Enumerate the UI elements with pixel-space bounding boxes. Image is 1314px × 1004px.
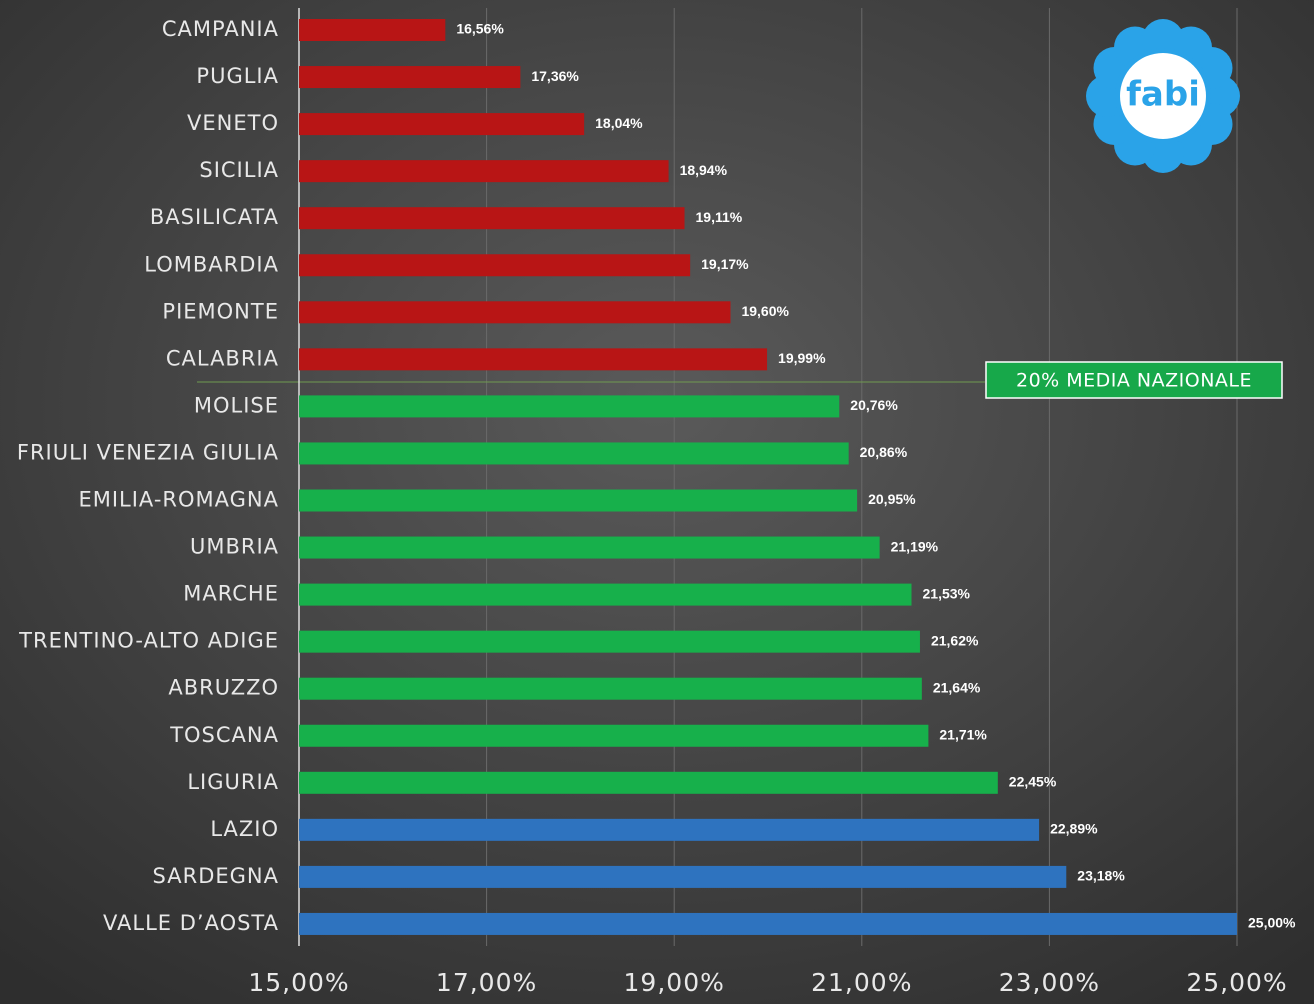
value-label: 25,00% [1248,915,1296,931]
y-tick-label: FRIULI VENEZIA GIULIA [17,440,279,464]
bar [299,301,731,324]
bar [299,677,922,700]
bar [299,207,685,230]
value-label: 21,71% [939,726,987,742]
bar [299,724,929,747]
x-tick-label: 25,00% [1186,968,1287,997]
bar [299,912,1237,935]
value-label: 20,95% [868,491,916,507]
bar [299,536,880,559]
value-label: 19,99% [778,350,826,366]
logo-disc [1120,53,1206,139]
bar [299,19,446,41]
annotation-box [985,361,1283,399]
y-tick-label: PUGLIA [196,64,279,88]
y-tick-label: MOLISE [194,393,279,417]
y-tick-label: LIGURIA [187,770,279,794]
bar [299,160,669,183]
bar [299,771,998,794]
y-tick-label: LOMBARDIA [144,252,279,276]
value-label: 20,86% [860,444,908,460]
value-label: 21,62% [931,632,979,648]
x-tick-label: 17,00% [436,968,537,997]
y-tick-label: MARCHE [183,582,279,606]
y-tick-label: ABRUZZO [168,676,279,700]
value-label: 18,04% [595,115,643,131]
value-label: 17,36% [531,68,579,84]
bar [299,489,858,512]
value-label: 21,64% [933,679,981,695]
value-label: 19,11% [696,209,743,225]
bar [299,818,1040,841]
x-tick-label: 23,00% [999,968,1100,997]
value-label: 16,56% [456,21,504,37]
y-tick-label: SICILIA [199,158,279,182]
bar [299,630,920,653]
y-tick-label: TRENTINO-ALTO ADIGE [18,629,279,653]
bar [299,442,849,465]
value-label: 19,60% [741,303,789,319]
x-tick-label: 21,00% [811,968,912,997]
bar [299,113,585,136]
value-label: 20,76% [850,397,898,413]
logo-text: fabi [1126,75,1200,115]
y-tick-label: UMBRIA [190,535,279,559]
value-label: 22,89% [1050,821,1098,837]
bar [299,348,768,371]
bar [299,395,840,418]
value-label: 19,17% [701,256,749,272]
bar [299,66,521,89]
value-label: 22,45% [1009,774,1057,790]
bar [299,254,691,277]
y-tick-label: SARDEGNA [153,864,279,888]
x-tick-label: 15,00% [248,968,349,997]
value-label: 21,53% [923,585,971,601]
logo: fabi [1086,19,1240,173]
y-tick-label: PIEMONTE [162,299,279,323]
y-tick-label: EMILIA-ROMAGNA [78,488,279,512]
value-label: 18,94% [680,162,728,178]
value-label: 21,19% [891,538,939,554]
x-tick-label: 19,00% [624,968,725,997]
y-tick-label: TOSCANA [169,723,279,747]
y-tick-label: LAZIO [210,817,279,841]
y-tick-label: CALABRIA [166,346,279,370]
y-tick-label: CAMPANIA [162,17,279,41]
y-tick-label: BASILICATA [150,205,279,229]
value-label: 23,18% [1077,868,1125,884]
bar [299,583,912,606]
y-tick-label: VENETO [187,111,279,135]
bar [299,865,1067,888]
annotation: 20% MEDIA NAZIONALE [1016,370,1252,392]
y-tick-label: VALLE D’AOSTA [103,911,279,935]
